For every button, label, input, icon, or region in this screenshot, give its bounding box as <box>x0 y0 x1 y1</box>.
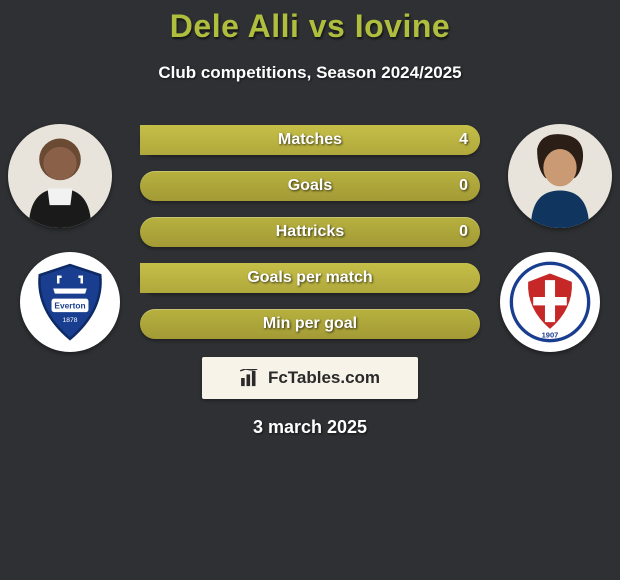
stat-right-value: 0 <box>459 217 468 247</box>
stat-row-matches: Matches 4 <box>140 125 480 155</box>
stat-row-goals: Goals 0 <box>140 171 480 201</box>
stat-label: Goals <box>140 171 480 201</box>
stat-label: Matches <box>140 125 480 155</box>
stat-label: Goals per match <box>140 263 480 293</box>
stat-label: Hattricks <box>140 217 480 247</box>
stat-row-goals-per-match: Goals per match <box>140 263 480 293</box>
stat-row-min-per-goal: Min per goal <box>140 309 480 339</box>
shield-icon: Everton 1878 <box>28 260 112 344</box>
watermark-label: FcTables.com <box>268 368 380 388</box>
person-icon <box>8 124 112 228</box>
stat-right-value: 0 <box>459 171 468 201</box>
stat-label: Min per goal <box>140 309 480 339</box>
date-label: 3 march 2025 <box>0 417 620 438</box>
chart-bars-icon <box>240 369 262 387</box>
crest-right-text: 1907 <box>542 330 559 339</box>
club-right-crest: 1907 <box>500 252 600 352</box>
person-icon <box>508 124 612 228</box>
player-left-avatar <box>8 124 112 228</box>
shield-icon: 1907 <box>508 260 592 344</box>
crest-left-text: Everton <box>54 301 85 311</box>
page-subtitle: Club competitions, Season 2024/2025 <box>0 63 620 83</box>
page-title: Dele Alli vs Iovine <box>0 8 620 45</box>
watermark[interactable]: FcTables.com <box>202 357 418 399</box>
club-left-crest: Everton 1878 <box>20 252 120 352</box>
stats-panel: Matches 4 Goals 0 Hattricks 0 Goals per … <box>140 125 480 339</box>
stat-right-value: 4 <box>459 125 468 155</box>
svg-text:1878: 1878 <box>63 317 78 324</box>
player-right-avatar <box>508 124 612 228</box>
stat-row-hattricks: Hattricks 0 <box>140 217 480 247</box>
